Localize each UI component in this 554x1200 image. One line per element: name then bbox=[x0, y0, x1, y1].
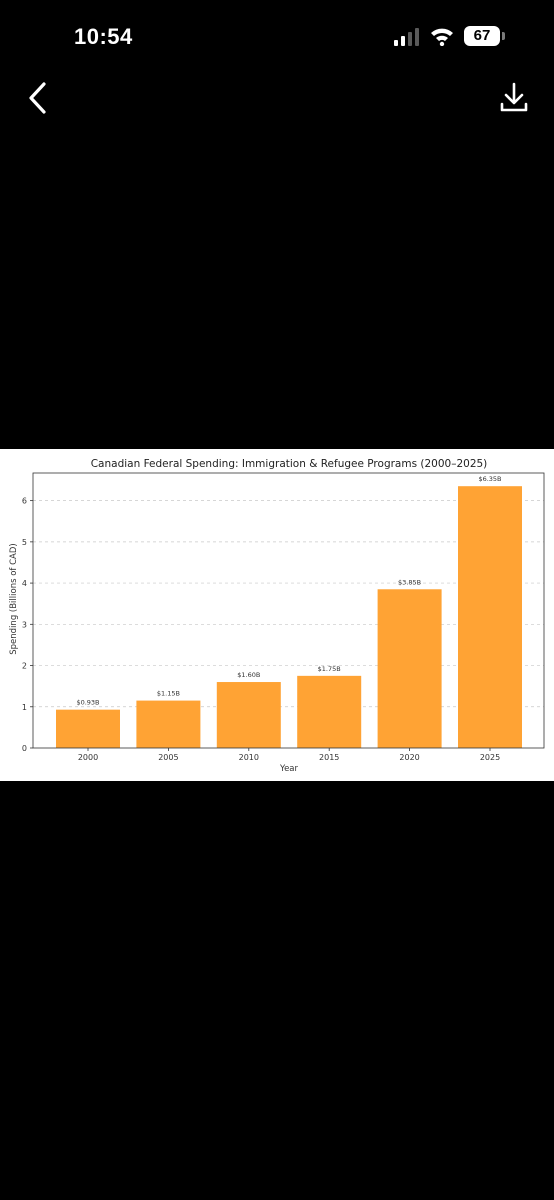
bar-value-label: $1.60B bbox=[237, 671, 260, 679]
back-button[interactable] bbox=[22, 78, 58, 118]
download-button[interactable] bbox=[496, 80, 532, 116]
bar-value-label: $0.93B bbox=[76, 699, 99, 707]
x-tick-label: 2000 bbox=[78, 753, 98, 762]
plot-frame bbox=[32, 472, 545, 749]
chevron-left-icon bbox=[29, 82, 46, 114]
status-bar: 10:54 67 bbox=[0, 0, 554, 76]
bar-2015 bbox=[297, 675, 362, 748]
y-tick-label: 6 bbox=[22, 497, 27, 506]
bar-2020 bbox=[377, 589, 442, 748]
battery-icon: 67 bbox=[464, 26, 506, 48]
chart-title: Canadian Federal Spending: Immigration &… bbox=[91, 458, 488, 470]
wifi-icon bbox=[431, 28, 453, 46]
y-tick-label: 2 bbox=[22, 662, 27, 671]
y-axis-label: Spending (Billions of CAD) bbox=[9, 543, 19, 654]
bar-value-label: $1.15B bbox=[157, 690, 180, 698]
x-axis-label: Year bbox=[279, 764, 299, 774]
y-tick-label: 5 bbox=[22, 538, 27, 547]
y-tick-label: 0 bbox=[22, 744, 27, 753]
y-tick-label: 1 bbox=[22, 703, 27, 712]
chart-image: Canadian Federal Spending: Immigration &… bbox=[0, 449, 554, 781]
bar-2025 bbox=[458, 486, 522, 748]
y-tick-label: 3 bbox=[22, 620, 27, 629]
x-tick-label: 2005 bbox=[158, 753, 178, 762]
y-tick-label: 4 bbox=[22, 579, 27, 588]
status-time: 10:54 bbox=[74, 24, 133, 49]
download-icon bbox=[500, 82, 528, 112]
battery-level: 67 bbox=[473, 27, 491, 44]
x-tick-label: 2010 bbox=[239, 753, 259, 762]
bar-2010 bbox=[216, 682, 281, 748]
signal-icon bbox=[394, 28, 419, 46]
x-tick-label: 2015 bbox=[319, 753, 339, 762]
x-tick-label: 2020 bbox=[399, 753, 419, 762]
bar-value-label: $1.75B bbox=[318, 665, 341, 673]
bar-2005 bbox=[136, 700, 201, 748]
bar-2000 bbox=[56, 709, 120, 748]
bar-value-label: $6.35B bbox=[478, 475, 501, 483]
x-tick-label: 2025 bbox=[480, 753, 500, 762]
bar-chart: Canadian Federal Spending: Immigration &… bbox=[9, 458, 545, 774]
bar-value-label: $3.85B bbox=[398, 578, 421, 586]
